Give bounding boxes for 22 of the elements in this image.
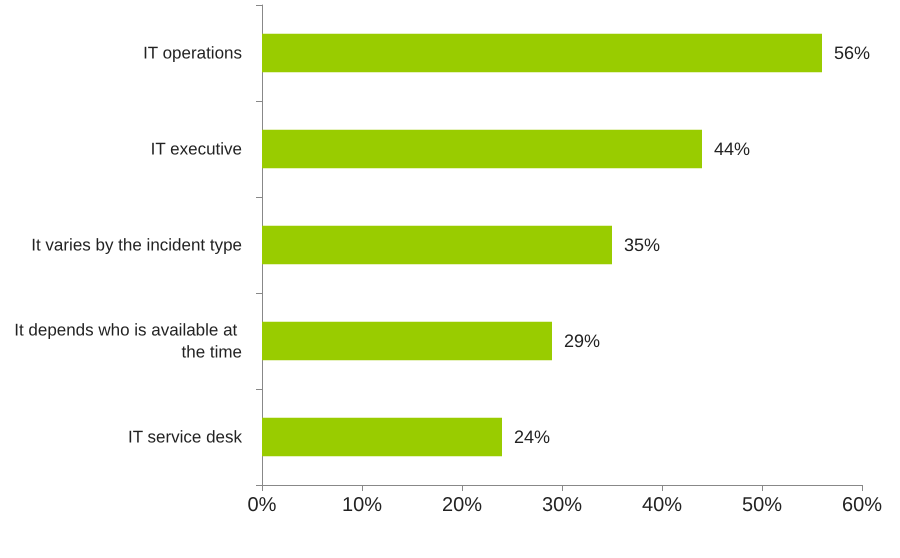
bar [262, 130, 702, 168]
x-tick-label: 60% [842, 494, 882, 516]
y-tick-label: It varies by the incident type [31, 236, 242, 254]
x-tick-label: 20% [442, 494, 482, 516]
x-tick-label: 50% [742, 494, 782, 516]
x-tick-label: 10% [342, 494, 382, 516]
data-label: 56% [834, 43, 870, 63]
x-tick-label: 30% [542, 494, 582, 516]
y-tick-label: It depends who is available at the time [14, 320, 242, 362]
bar [262, 34, 822, 72]
y-tick-label: IT operations [143, 44, 242, 62]
data-label: 24% [514, 427, 550, 447]
data-label: 29% [564, 331, 600, 351]
x-tick-label: 0% [248, 494, 277, 516]
data-label: 44% [714, 139, 750, 159]
bar [262, 418, 502, 456]
bar [262, 226, 612, 264]
x-tick-label: 40% [642, 494, 682, 516]
bar [262, 322, 552, 360]
y-tick-label: IT service desk [128, 428, 242, 446]
data-label: 35% [624, 235, 660, 255]
y-tick-label: IT executive [150, 140, 242, 158]
